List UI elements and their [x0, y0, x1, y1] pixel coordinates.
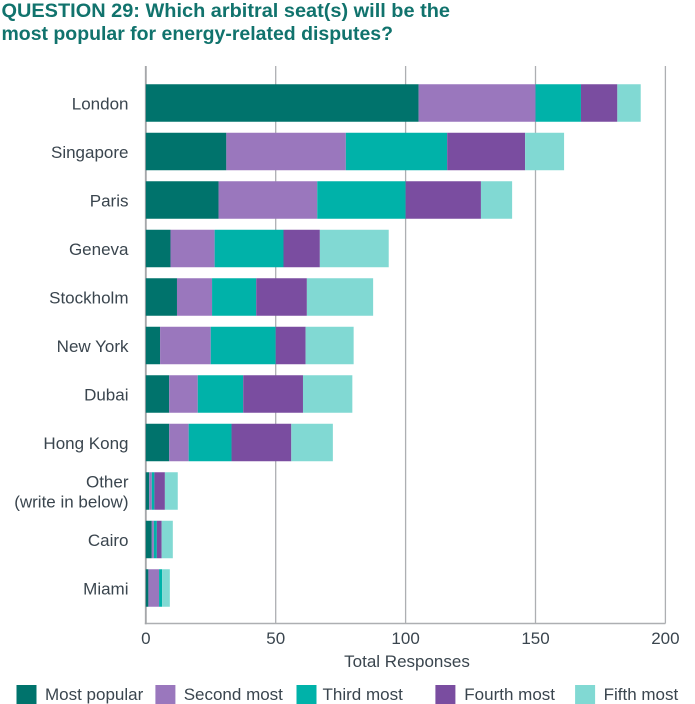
svg-text:Other: Other [86, 473, 129, 492]
svg-text:Fifth most: Fifth most [604, 685, 679, 704]
svg-text:London: London [72, 95, 129, 114]
svg-text:Stockholm: Stockholm [49, 289, 128, 308]
svg-text:New York: New York [57, 337, 129, 356]
svg-text:Total Responses: Total Responses [344, 652, 470, 671]
svg-text:Most popular: Most popular [45, 685, 144, 704]
svg-text:Geneva: Geneva [69, 240, 129, 259]
svg-text:Second most: Second most [184, 685, 283, 704]
svg-text:Third most: Third most [323, 685, 404, 704]
svg-text:150: 150 [521, 629, 549, 648]
svg-text:Hong Kong: Hong Kong [43, 434, 128, 453]
svg-text:200: 200 [651, 629, 679, 648]
svg-text:Cairo: Cairo [88, 531, 129, 550]
svg-text:Paris: Paris [90, 192, 129, 211]
svg-text:QUESTION 29: Which arbitral se: QUESTION 29: Which arbitral seat(s) will… [2, 1, 450, 22]
svg-text:Miami: Miami [83, 580, 128, 599]
svg-text:100: 100 [391, 629, 419, 648]
svg-text:(write in below): (write in below) [14, 493, 128, 512]
svg-text:Singapore: Singapore [51, 143, 129, 162]
svg-text:0: 0 [141, 629, 150, 648]
svg-text:50: 50 [266, 629, 285, 648]
svg-text:Dubai: Dubai [84, 386, 128, 405]
svg-text:most popular for energy-relate: most popular for energy-related disputes… [2, 24, 394, 45]
svg-text:Fourth most: Fourth most [464, 685, 555, 704]
